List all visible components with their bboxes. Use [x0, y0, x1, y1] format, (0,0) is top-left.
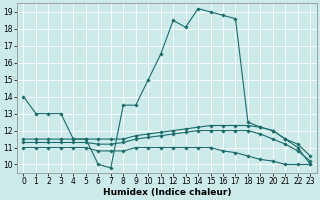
X-axis label: Humidex (Indice chaleur): Humidex (Indice chaleur) — [103, 188, 231, 197]
